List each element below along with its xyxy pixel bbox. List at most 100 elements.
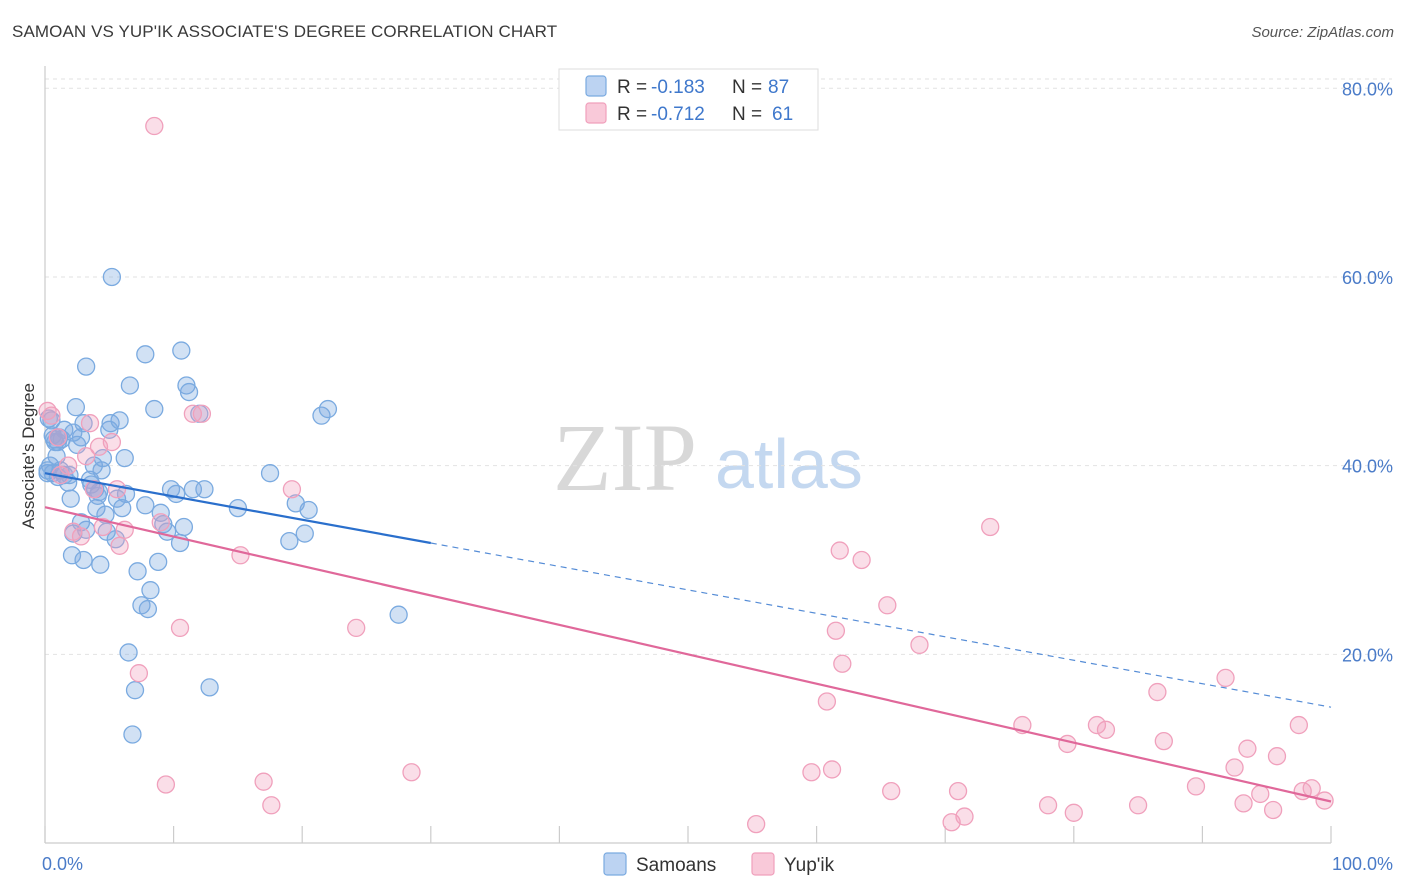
data-point: [260, 464, 280, 483]
watermark-atlas: atlas: [715, 425, 863, 503]
stats-n-value-yupik: 61: [772, 104, 793, 125]
stats-n-label-yupik: N =: [732, 104, 762, 125]
stats-r-label-yupik: R =: [617, 104, 647, 125]
data-point: [402, 763, 421, 782]
data-point: [1238, 739, 1257, 758]
data-point: [102, 267, 122, 287]
stats-r-value-samoans: -0.183: [651, 77, 705, 98]
y-axis-title: Associate's Degree: [19, 383, 38, 529]
data-point: [80, 414, 100, 433]
data-point: [151, 513, 170, 532]
data-point: [262, 796, 281, 815]
data-point: [138, 599, 158, 619]
data-point: [822, 760, 842, 779]
data-point: [910, 635, 929, 655]
data-point: [93, 517, 113, 537]
data-point: [1263, 800, 1283, 820]
data-point: [77, 357, 96, 376]
watermark: ZIP atlas: [553, 404, 863, 511]
data-point: [71, 513, 91, 532]
data-point: [42, 406, 61, 425]
data-point: [151, 503, 170, 522]
data-point: [1058, 734, 1077, 754]
data-point: [747, 814, 766, 834]
data-point: [1096, 720, 1116, 739]
data-point: [172, 341, 191, 360]
data-point: [84, 480, 104, 499]
data-point: [156, 775, 176, 794]
data-point: [1064, 803, 1083, 822]
data-point: [145, 116, 164, 136]
data-point: [231, 546, 250, 565]
data-point: [878, 596, 897, 615]
data-point: [948, 781, 968, 801]
data-point: [115, 448, 134, 468]
data-point: [129, 664, 149, 683]
data-point: [136, 345, 155, 364]
data-point: [102, 432, 122, 452]
data-point: [113, 498, 132, 518]
data-point: [833, 654, 852, 673]
data-point: [167, 484, 186, 504]
x-tick-label: 100.0%: [1332, 854, 1393, 874]
data-point: [58, 456, 78, 475]
data-point: [1038, 796, 1058, 815]
data-point: [42, 411, 61, 430]
legend-swatch-samoans: [603, 852, 627, 876]
stats-box: R = -0.183 N = 87 R = -0.712 N = 61: [558, 68, 819, 131]
data-point: [1302, 779, 1321, 798]
data-point: [852, 550, 871, 570]
data-point: [39, 409, 59, 428]
legend-label-yupik: Yup'ik: [784, 855, 835, 876]
y-tick-label: 40.0%: [1342, 457, 1393, 477]
data-point: [91, 555, 110, 574]
data-point: [62, 546, 82, 565]
data-point: [74, 550, 93, 570]
yupik-points: [38, 116, 1334, 834]
data-point: [1186, 777, 1206, 796]
data-point: [77, 447, 96, 466]
y-tick-label: 80.0%: [1342, 79, 1393, 99]
data-point: [318, 399, 338, 419]
trend-line-samoans-extension: [430, 542, 1332, 708]
data-point: [123, 725, 142, 744]
data-point: [817, 692, 837, 711]
data-point: [128, 562, 147, 581]
data-point: [110, 536, 129, 555]
data-point: [347, 618, 366, 638]
data-point: [66, 398, 86, 417]
data-point: [1234, 794, 1253, 813]
y-tick-label: 60.0%: [1342, 268, 1393, 288]
legend-label-samoans: Samoans: [636, 855, 716, 876]
chart-source: Source: ZipAtlas.com: [1251, 24, 1394, 41]
trend-line-yupik: [44, 506, 1332, 803]
trend-line-samoans: [44, 472, 431, 545]
data-point: [71, 527, 91, 546]
stats-r-value-yupik: -0.712: [651, 104, 705, 125]
data-point: [61, 489, 80, 508]
data-point: [1216, 668, 1235, 688]
data-point: [830, 541, 849, 560]
data-point: [826, 621, 846, 640]
data-point: [195, 480, 214, 499]
data-point: [149, 552, 168, 572]
data-point: [1225, 758, 1244, 777]
data-point: [170, 618, 190, 638]
data-point: [1087, 715, 1107, 735]
stats-r-label-samoans: R =: [617, 77, 647, 98]
data-point: [141, 581, 160, 600]
data-point: [1154, 731, 1173, 751]
watermark-zip: ZIP: [553, 404, 697, 511]
data-point: [882, 781, 901, 801]
data-point: [119, 643, 138, 662]
legend: Samoans Yup'ik: [603, 852, 835, 876]
data-point: [1289, 715, 1308, 735]
data-point: [120, 376, 140, 395]
data-point: [1267, 747, 1287, 766]
data-point: [179, 382, 199, 402]
data-point: [174, 517, 194, 537]
grid-lines: [45, 78, 1392, 655]
data-point: [145, 399, 164, 419]
stats-n-label-samoans: N =: [732, 77, 762, 98]
